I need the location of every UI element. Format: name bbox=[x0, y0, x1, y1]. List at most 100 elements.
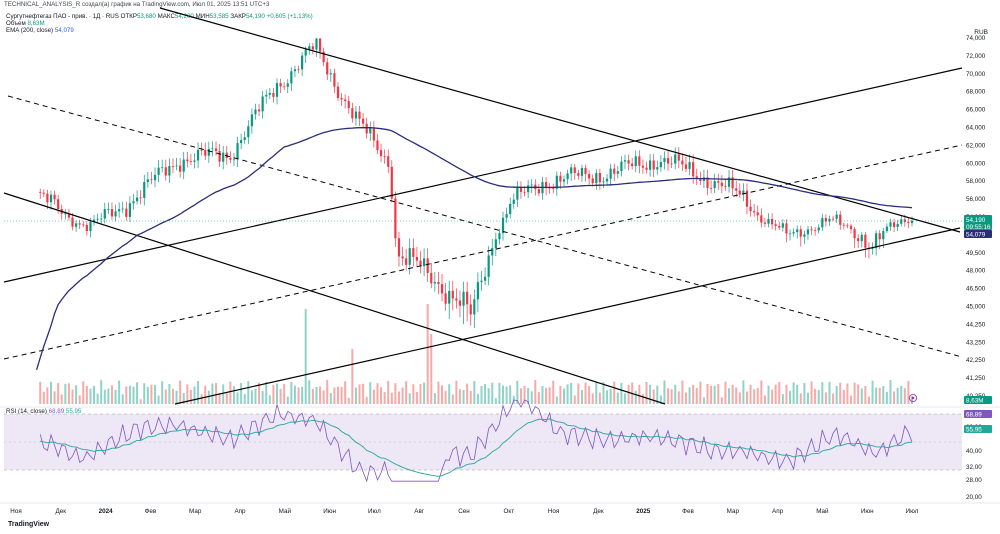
candle-body bbox=[724, 186, 727, 187]
volume-bar bbox=[290, 381, 293, 404]
candle-body bbox=[821, 218, 824, 228]
volume-bar bbox=[415, 391, 418, 404]
time-tick-label: Дек bbox=[56, 508, 67, 515]
time-tick-label: Май bbox=[279, 507, 292, 515]
candle-body bbox=[501, 217, 505, 234]
volume-bar bbox=[311, 388, 314, 404]
volume-bar bbox=[502, 385, 505, 404]
volume-bar bbox=[279, 388, 282, 404]
rsi-tick-label: 40,00 bbox=[966, 448, 982, 455]
volume-tag-label: 8,63M bbox=[966, 398, 984, 405]
candle-body bbox=[301, 55, 304, 70]
volume-bar bbox=[75, 385, 78, 404]
candle-body bbox=[709, 188, 713, 189]
candle-body bbox=[466, 291, 469, 305]
event-marker-icon[interactable] bbox=[909, 393, 918, 402]
candle-body bbox=[666, 158, 670, 164]
volume-bar bbox=[329, 393, 332, 404]
volume-bar bbox=[519, 388, 522, 404]
high-value: 54,200 bbox=[174, 13, 194, 20]
volume-bar bbox=[293, 385, 296, 404]
time-tick-label: Ноя bbox=[10, 508, 21, 515]
time-tick-label: Мар bbox=[189, 508, 202, 515]
volume-bar bbox=[760, 380, 763, 404]
volume-bar bbox=[380, 387, 383, 404]
volume-bar bbox=[885, 391, 888, 404]
volume-bar bbox=[591, 393, 594, 404]
candle-body bbox=[763, 222, 767, 224]
volume-bar bbox=[663, 380, 666, 404]
candle-body bbox=[566, 173, 569, 180]
volume-bar bbox=[42, 391, 45, 404]
ema-legend[interactable]: EMA (200, close) 54,079 bbox=[6, 27, 74, 34]
volume-bar bbox=[161, 381, 164, 404]
candle-body bbox=[394, 198, 397, 239]
candle-body bbox=[799, 229, 802, 237]
candle-body bbox=[530, 184, 533, 186]
candle-body bbox=[814, 230, 817, 232]
candle-body bbox=[688, 162, 691, 169]
symbol-legend[interactable]: Сургутнефтегаз ПАО - прив. · 1Д · RUS ОТ… bbox=[6, 13, 313, 20]
time-tick-label: Фев bbox=[682, 508, 694, 515]
candle-body bbox=[175, 165, 178, 167]
tradingview-logo: TradingView bbox=[8, 521, 50, 528]
candle-body bbox=[315, 38, 318, 50]
volume-bar bbox=[541, 386, 544, 404]
volume-bar bbox=[85, 385, 88, 404]
volume-legend[interactable]: Объем 8,63M bbox=[6, 20, 45, 27]
candle-body bbox=[67, 213, 71, 218]
volume-bar bbox=[699, 381, 702, 404]
volume-bar bbox=[376, 383, 379, 404]
candle-body bbox=[753, 211, 756, 213]
candle-body bbox=[519, 187, 523, 192]
symbol-name[interactable]: Сургутнефтегаз ПАО - прив. · 1Д · RUS bbox=[6, 13, 119, 20]
candle-body bbox=[408, 248, 411, 265]
candle-body bbox=[523, 191, 526, 193]
price-tick-label: 66,000 bbox=[966, 107, 986, 114]
candle-body bbox=[853, 229, 856, 239]
candle-body bbox=[397, 238, 401, 257]
candle-body bbox=[240, 140, 243, 144]
candle-body bbox=[774, 224, 777, 226]
candle-body bbox=[250, 114, 253, 127]
candle-body bbox=[649, 160, 652, 170]
price-axis[interactable]: 74,000 72,000 70,000 68,000 66,000 64,000 62,0… bbox=[966, 35, 986, 400]
time-axis[interactable]: Ноя Дек 2024 Фев Мар Апр Май Июн Июл Авг Сен Окт Ноя… bbox=[10, 507, 918, 515]
candle-body bbox=[110, 209, 114, 217]
volume-bar bbox=[871, 380, 874, 404]
volume-bar bbox=[756, 388, 759, 404]
candle-body bbox=[749, 206, 752, 212]
rsi-legend[interactable]: RSI (14, close) 68,89 55,95 bbox=[6, 408, 81, 415]
candle-body bbox=[132, 201, 135, 204]
candle-body bbox=[379, 150, 383, 157]
volume-bar bbox=[799, 393, 802, 404]
volume-bar bbox=[171, 388, 174, 404]
volume-bar bbox=[620, 382, 623, 404]
volume-bar bbox=[498, 382, 501, 404]
candle-body bbox=[308, 46, 311, 50]
candle-body bbox=[831, 218, 835, 220]
candle-body bbox=[717, 181, 720, 183]
candle-body bbox=[745, 190, 749, 207]
volume-bar bbox=[458, 389, 461, 404]
rsi-ma-value: 55,95 bbox=[65, 408, 82, 415]
price-tick-label: 68,000 bbox=[966, 89, 986, 96]
candle-body bbox=[430, 272, 433, 284]
volume-bar bbox=[641, 394, 644, 404]
volume-bar bbox=[681, 380, 684, 404]
candle-body bbox=[196, 149, 200, 161]
volume-bar bbox=[286, 396, 289, 404]
volume-bar bbox=[336, 386, 339, 404]
volume-bar bbox=[394, 383, 397, 404]
volume-bar bbox=[484, 384, 487, 404]
candle-body bbox=[405, 258, 408, 265]
volume-bar bbox=[132, 386, 135, 404]
candle-body bbox=[204, 150, 207, 156]
volume-bar bbox=[182, 393, 185, 404]
currency-label: RUB bbox=[974, 29, 988, 36]
volume-bar bbox=[308, 380, 311, 404]
volume-bar bbox=[778, 382, 781, 404]
volume-bar bbox=[534, 380, 537, 404]
